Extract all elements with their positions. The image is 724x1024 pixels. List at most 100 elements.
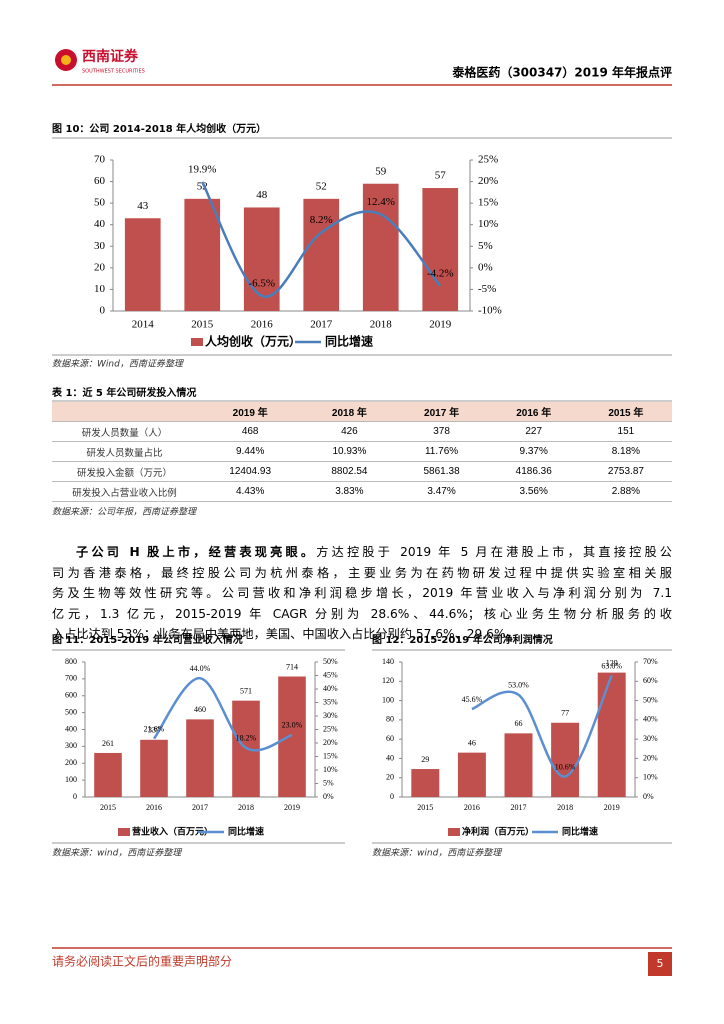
table-row: 研发人员数量占比 9.44% 10.93% 11.76% 9.37% 8.18% [52,441,672,462]
table-cell: 9.44% [197,441,304,462]
line-value-label: 21.6% [144,725,165,734]
page-number-box [648,952,672,976]
x-tick-label: 2018 [238,803,254,812]
bar-value-label: 77 [561,709,569,718]
tick-label: 30% [643,734,658,743]
table-source: 数据来源：公司年报，西南证券整理 [52,507,198,518]
header-cell: 2015 年 [579,402,672,422]
x-tick-label: 2016 [251,319,274,331]
tick-label: 20 [386,773,394,782]
tick-label: 30% [323,711,338,720]
tick-label: 30 [94,240,106,252]
tick-label: 15% [478,197,498,209]
table-cell: 10.93% [303,441,396,462]
tick-label: 300 [65,741,77,750]
chart-source: 数据来源：wind，西南证券整理 [52,848,183,859]
table-cell: 378 [395,421,488,442]
bar-value-label: 29 [421,755,429,764]
tick-label: 800 [65,657,77,666]
tick-label: -10% [478,305,502,317]
paragraph-line: 务及生物等效性研究等。公司营收和净利润稳步增长，2019 年营业收入与净利润分别… [52,586,672,600]
tick-label: 0 [390,792,394,801]
table-cell: 3.56% [487,481,580,502]
bar [94,752,122,797]
paragraph-line: 司为香港泰格，最终控股公司为杭州泰格，主要业务为在药物研发过程中提供实验室相关服 [52,565,672,580]
x-tick-label: 2019 [284,803,300,812]
chart-title: 图 12：2015-2019 年公司净利润情况 [372,633,553,646]
table-cell: 研发投入占营业收入比例 [52,481,197,502]
chart: 图 10：公司 2014-2018 年人均创收（万元） 0 10 20 30 40 50 60… [52,122,502,370]
tick-label: 140 [382,657,394,666]
tick-label: 0% [323,792,334,801]
table-cell: 2.88% [579,481,672,502]
tick-label: 5% [478,240,493,252]
tick-label: 700 [65,674,77,683]
bar [278,676,306,797]
legend-label: 人均创收（万元） [205,334,301,349]
chart: 图 12：2015-2019 年公司净利润情况 0 20 40 60 80 100 120 14… [372,633,658,859]
tick-label: 10% [323,765,338,774]
table-cell: 227 [487,421,580,442]
tick-label: 20 [94,261,106,273]
bar [597,672,626,797]
tick-label: 50% [643,695,658,704]
tick-label: 15% [323,751,338,760]
chart: 图 11：2015-2019 年公司营业收入情况 0 100 200 300 400 500… [52,633,338,859]
legend-swatch [191,338,203,346]
header-cell: 2017 年 [395,402,488,422]
bar [303,198,340,311]
table-cell: 3.83% [303,481,396,502]
table-row: 研发投入金额（万元） 12404.93 8802.54 5861.38 4186.36 2… [52,461,672,482]
tick-label: 400 [65,724,77,733]
paragraph-line: 亿元，1.3 亿元，2015-2019 年 CAGR 分别为 28.6%、44.… [52,606,672,621]
tick-label: 120 [382,676,394,685]
legend-swatch [448,828,460,836]
rd-table: 2019 年 2018 年 2017 年 2016 年 2015 年 研发人员数量（人）… [52,402,672,502]
table-cell: 研发人员数量占比 [52,441,197,462]
tick-label: 20% [643,753,658,762]
legend-label: 营业收入（百万元） [132,826,213,838]
table-row: 研发人员数量（人） 468 426 378 227 151 [52,421,672,442]
paragraph: 子公司 H 股上市，经营表现亮眼。方达控股于 2019 年 5 月在港股上市，其… [52,542,672,645]
table-cell: 2753.87 [579,461,672,482]
tick-label: 70 [94,154,106,166]
tick-label: 100 [382,695,394,704]
tick-label: 0 [100,305,106,317]
line-value-label: 45.6% [462,695,483,704]
tick-label: 0 [73,792,77,801]
bar [140,739,168,797]
table-cell: 4186.36 [487,461,580,482]
bar [457,752,486,797]
line-series [201,181,442,298]
bar [551,722,580,797]
x-tick-label: 2014 [132,319,155,331]
tick-label: 35% [323,697,338,706]
table-cell: 8802.54 [303,461,396,482]
table-cell: 12404.93 [197,461,304,482]
x-tick-label: 2019 [604,803,620,812]
x-tick-label: 2017 [192,803,208,812]
bar [362,183,399,311]
tick-label: -5% [478,283,496,295]
header-cell: 2016 年 [487,402,580,422]
tick-label: 600 [65,691,77,700]
chart-source: 数据来源：Wind，西南证券整理 [52,359,185,370]
bar-value-label: 52 [197,180,208,192]
table-cell: 151 [579,421,672,442]
logo-icon-core [61,55,71,65]
x-tick-label: 2016 [464,803,480,812]
paragraph-lead: 子公司 H 股上市，经营表现亮眼。 [76,545,317,559]
page-number: 5 [657,957,664,970]
x-tick-label: 2018 [557,803,573,812]
tick-label: 40% [323,684,338,693]
table-cell: 3.47% [395,481,488,502]
x-tick-label: 2017 [511,803,527,812]
bar-value-label: 339 [148,726,160,735]
tick-label: 10 [94,283,106,295]
x-tick-label: 2016 [146,803,162,812]
tick-label: 100 [65,775,77,784]
tick-label: 500 [65,707,77,716]
line-value-label: 63.0% [601,661,622,670]
tick-label: 40% [643,715,658,724]
